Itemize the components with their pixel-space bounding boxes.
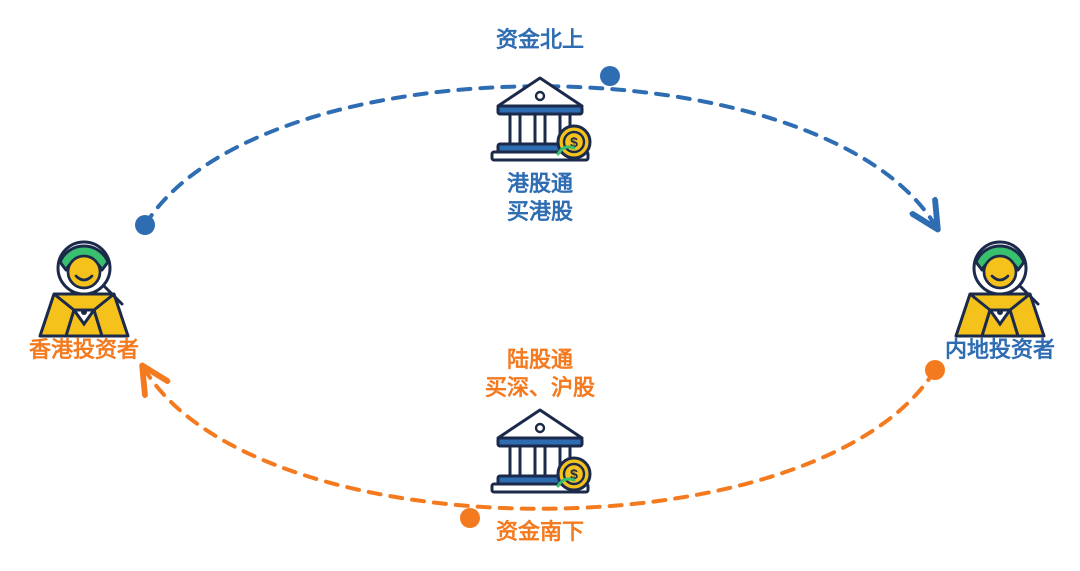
investor-right-label: 内地投资者 xyxy=(945,332,1055,364)
arc-northbound-start-dot xyxy=(135,215,155,235)
north-flow-title: 资金北上 xyxy=(496,22,584,54)
south-flow-title: 资金南下 xyxy=(496,514,584,546)
investor-left-label: 香港投资者 xyxy=(29,332,139,364)
diagram-svg: $ $ xyxy=(0,0,1080,571)
bank-icon: $ xyxy=(492,410,590,492)
bank-icon: $ xyxy=(492,78,590,160)
north-flow-sub2: 买港股 xyxy=(507,194,573,226)
investor-icon xyxy=(40,242,128,336)
arc-southbound-mid-dot xyxy=(460,508,480,528)
arc-northbound-mid-dot xyxy=(600,66,620,86)
arc-southbound-start-dot xyxy=(925,360,945,380)
investor-icon xyxy=(956,242,1044,336)
diagram-stage: $ $ 资金北上 港股通 买港股 陆股通 买深、沪股 资金南下 香港投资者 内地… xyxy=(0,0,1080,571)
south-flow-sub2: 买深、沪股 xyxy=(485,370,595,402)
